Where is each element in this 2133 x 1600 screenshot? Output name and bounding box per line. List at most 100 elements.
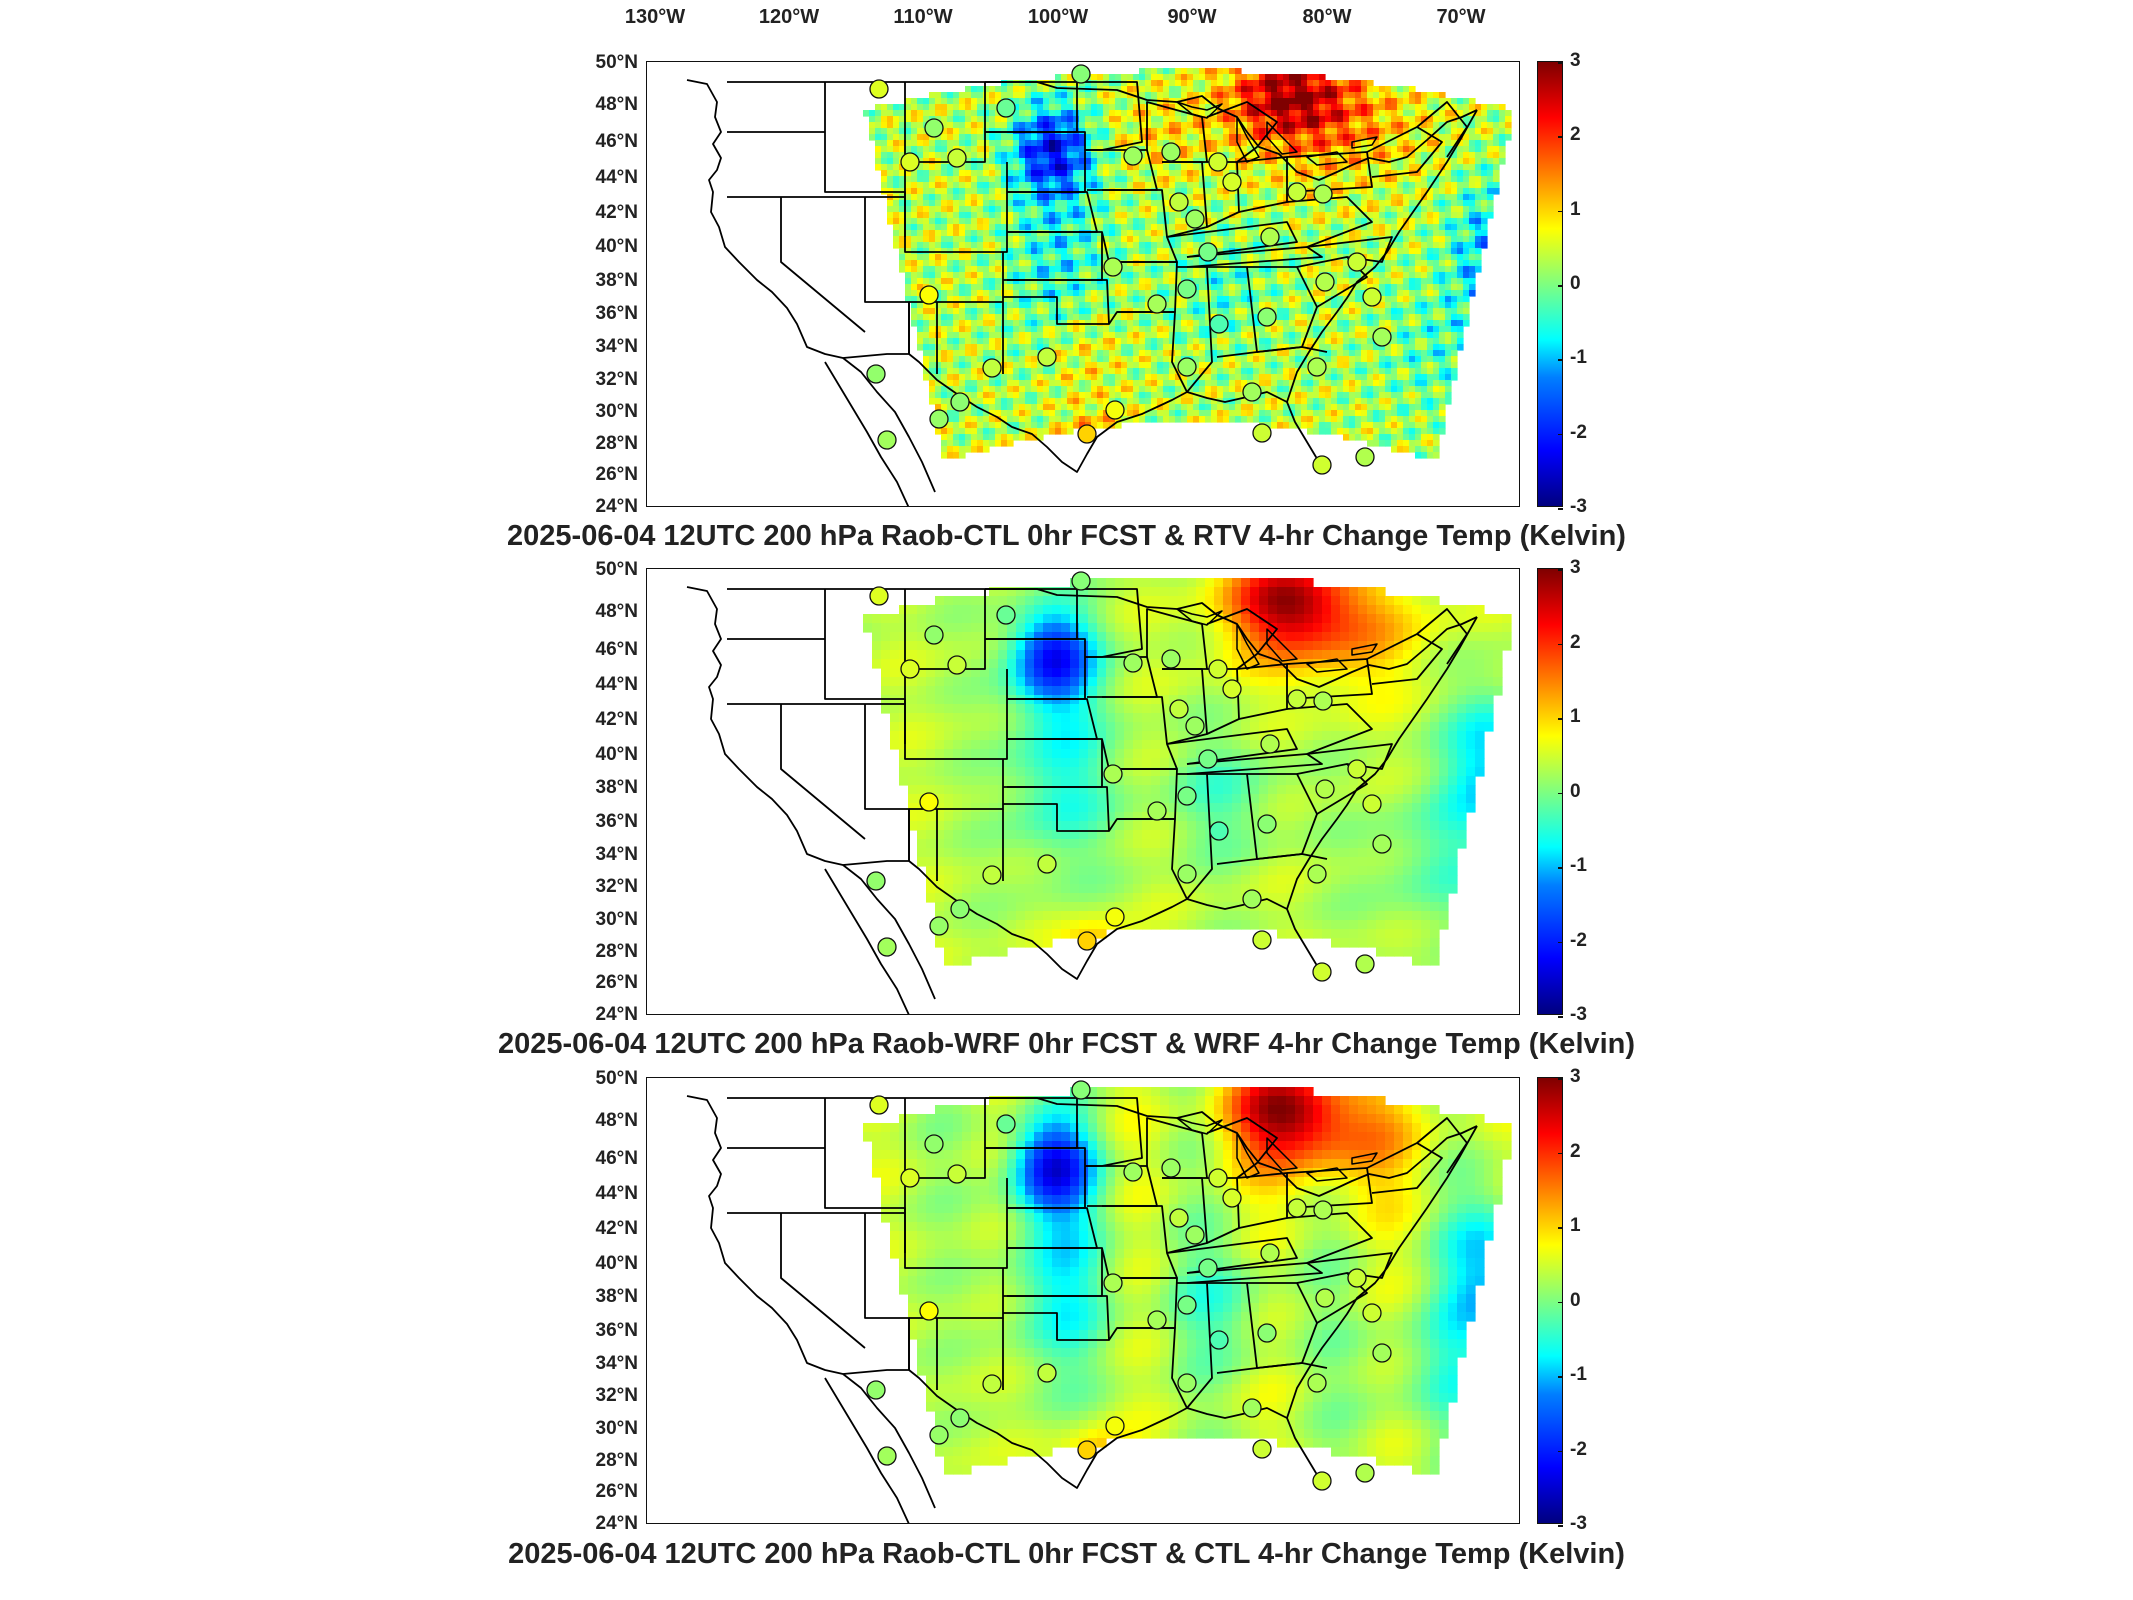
colorbar-tick [1558,62,1563,64]
lat-label: 50°N [595,1068,638,1089]
raob-station-marker [1257,814,1277,834]
lat-label: 28°N [595,940,638,962]
raob-station-marker [996,605,1016,625]
colorbar-tick [1558,718,1563,720]
lat-label: 48°N [595,93,638,115]
lat-label: 34°N [595,843,638,865]
raob-station-marker [1177,1373,1197,1393]
raob-station-marker [947,655,967,675]
raob-station-marker [1242,889,1262,909]
raob-station-marker [1209,1330,1229,1350]
lon-label-120w: 120°W [758,6,820,28]
lat-label: 36°N [595,303,638,325]
raob-station-marker [1147,294,1167,314]
raob-station-marker [982,358,1002,378]
colorbar-tick-label: -2 [1570,929,1587,951]
colorbar-tick [1558,569,1563,571]
raob-station-marker [1252,423,1272,443]
lat-label: 30°N [595,400,638,422]
panel-1-colorbar [1537,61,1563,510]
raob-station-marker [982,865,1002,885]
raob-station-marker [950,1408,970,1428]
lon-label-110w: 110°W [893,6,953,28]
raob-station-marker [1169,699,1189,719]
colorbar-tick-label: -1 [1570,347,1587,369]
colorbar-tick [1558,792,1563,794]
raob-station-marker [1242,382,1262,402]
raob-station-marker [1198,242,1218,262]
lat-label: 28°N [595,1449,638,1471]
lat-label: 44°N [595,674,638,696]
raob-station-marker [1037,854,1057,874]
colorbar-tick-label: -2 [1570,1438,1587,1460]
raob-station-marker [924,1134,944,1154]
lat-label: 42°N [595,202,638,224]
colorbar-tick-label: 0 [1570,780,1581,802]
raob-station-marker [947,148,967,168]
colorbar-tick [1558,1227,1563,1229]
colorbar-tick [1558,433,1563,436]
panel-2-title: 2025-06-04 12UTC 200 hPa Raob-WRF 0hr FC… [497,1028,1636,1060]
raob-station-marker [1287,689,1307,709]
colorbar-tick [1558,359,1563,361]
raob-station-marker [1185,209,1205,229]
raob-station-marker [1315,779,1335,799]
raob-station-marker [996,1114,1016,1134]
raob-station-marker [1355,954,1375,974]
panel-2-map [646,568,1520,1015]
colorbar-tick-label: -2 [1570,421,1587,443]
raob-station-marker [924,625,944,645]
raob-station-marker [1313,184,1333,204]
colorbar-tick-label: 0 [1570,1289,1581,1311]
raob-station-marker [924,118,944,138]
raob-station-marker [1105,907,1125,927]
lat-label: 44°N [595,167,638,189]
lat-label: 24°N [595,1513,638,1534]
raob-station-marker [900,659,920,679]
raob-station-marker [1177,357,1197,377]
raob-station-marker [1260,734,1280,754]
colorbar-tick [1558,508,1563,510]
lat-label: 28°N [595,432,638,454]
raob-station-marker [947,1164,967,1184]
raob-station-marker [1103,1273,1123,1293]
lon-label-100w: 100°W [1027,6,1089,28]
raob-station-marker [929,916,949,936]
raob-station-marker [1177,864,1197,884]
raob-station-marker [877,430,897,450]
raob-station-marker [1312,1471,1332,1491]
raob-station-marker [1123,653,1143,673]
raob-station-marker [1315,1288,1335,1308]
raob-station-marker [1307,864,1327,884]
raob-station-marker [1185,1225,1205,1245]
colorbar-tick-label: -1 [1570,855,1587,876]
raob-station-marker [1287,182,1307,202]
raob-station-marker [1209,314,1229,334]
colorbar-tick-label: -3 [1570,1513,1587,1534]
lat-label: 42°N [595,709,638,731]
raob-stations [866,64,1392,475]
temperature-field [863,578,1512,966]
lat-label: 42°N [595,1218,638,1240]
raob-station-marker [869,1095,889,1115]
raob-station-marker [1198,749,1218,769]
raob-station-marker [1347,252,1367,272]
colorbar-tick-label: 1 [1570,198,1581,220]
colorbar-tick [1558,1525,1563,1527]
raob-station-marker [869,79,889,99]
raob-station-marker [1071,1080,1091,1100]
colorbar-tick [1558,1152,1563,1154]
lat-label: 46°N [595,1147,638,1169]
lat-label: 34°N [595,336,638,358]
raob-station-marker [1287,1198,1307,1218]
colorbar-tick-label: -1 [1570,1364,1587,1385]
lat-label: 48°N [595,601,638,623]
raob-station-marker [1222,172,1242,192]
panel-2-colorbar [1537,568,1563,1018]
raob-station-marker [1161,1158,1181,1178]
colorbar-tick-label: 0 [1570,273,1581,294]
raob-station-marker [919,1301,939,1321]
raob-station-marker [1257,1323,1277,1343]
lat-label: 32°N [595,876,638,898]
colorbar-tick [1558,1301,1563,1303]
